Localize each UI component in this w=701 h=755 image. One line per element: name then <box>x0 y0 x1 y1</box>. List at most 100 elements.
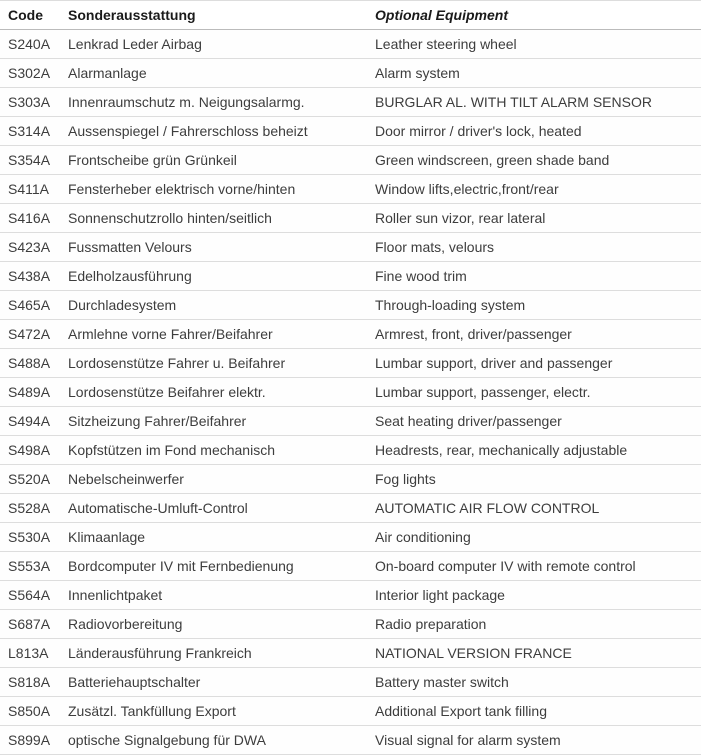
english-cell: Lumbar support, driver and passenger <box>367 348 701 378</box>
table-row: S240A Lenkrad Leder Airbag Leather steerin… <box>0 29 701 59</box>
english-cell: Door mirror / driver's lock, heated <box>367 116 701 146</box>
table-row: S498A Kopfstützen im Fond mechanisch Headr… <box>0 435 701 465</box>
table-row: S488A Lordosenstütze Fahrer u. Beifahrer L… <box>0 348 701 378</box>
german-cell: Bordcomputer IV mit Fernbedienung <box>60 551 367 581</box>
table-row: S302A Alarmanlage Alarm system <box>0 58 701 88</box>
table-row: S564A Innenlichtpaket Interior light packa… <box>0 580 701 610</box>
code-cell: S564A <box>0 580 60 610</box>
german-cell: Innenlichtpaket <box>60 580 367 610</box>
column-header-code: Code <box>0 0 60 30</box>
german-cell: Kopfstützen im Fond mechanisch <box>60 435 367 465</box>
german-cell: Lenkrad Leder Airbag <box>60 29 367 59</box>
table-body: S240A Lenkrad Leder Airbag Leather steerin… <box>0 29 701 755</box>
english-cell: Roller sun vizor, rear lateral <box>367 203 701 233</box>
code-cell: S488A <box>0 348 60 378</box>
english-cell: Leather steering wheel <box>367 29 701 59</box>
code-cell: S528A <box>0 493 60 523</box>
table-row: S520A Nebelscheinwerfer Fog lights <box>0 464 701 494</box>
english-cell: Battery master switch <box>367 667 701 697</box>
german-cell: Klimaanlage <box>60 522 367 552</box>
german-cell: Lordosenstütze Fahrer u. Beifahrer <box>60 348 367 378</box>
code-cell: S687A <box>0 609 60 639</box>
english-cell: Through-loading system <box>367 290 701 320</box>
code-cell: S438A <box>0 261 60 291</box>
table-row: S303A Innenraumschutz m. Neigungsalarmg. B… <box>0 87 701 117</box>
table-row: S553A Bordcomputer IV mit Fernbedienung On… <box>0 551 701 581</box>
english-cell: Window lifts,electric,front/rear <box>367 174 701 204</box>
code-cell: S416A <box>0 203 60 233</box>
code-cell: S465A <box>0 290 60 320</box>
table-row: S465A Durchladesystem Through-loading syst… <box>0 290 701 320</box>
german-cell: Batteriehauptschalter <box>60 667 367 697</box>
code-cell: S472A <box>0 319 60 349</box>
german-cell: Frontscheibe grün Grünkeil <box>60 145 367 175</box>
code-cell: S520A <box>0 464 60 494</box>
table-row: S314A Aussenspiegel / Fahrerschloss behei… <box>0 116 701 146</box>
table-row: L813A Länderausführung Frankreich NATIONAL… <box>0 638 701 668</box>
german-cell: Fensterheber elektrisch vorne/hinten <box>60 174 367 204</box>
code-cell: S354A <box>0 145 60 175</box>
table-row: S423A Fussmatten Velours Floor mats, velou… <box>0 232 701 262</box>
table-row: S850A Zusätzl. Tankfüllung Export Addition… <box>0 696 701 726</box>
code-cell: S240A <box>0 29 60 59</box>
german-cell: Innenraumschutz m. Neigungsalarmg. <box>60 87 367 117</box>
code-cell: S818A <box>0 667 60 697</box>
code-cell: S411A <box>0 174 60 204</box>
code-cell: S303A <box>0 87 60 117</box>
german-cell: Radiovorbereitung <box>60 609 367 639</box>
table-row: S818A Batteriehauptschalter Battery master… <box>0 667 701 697</box>
table-row: S530A Klimaanlage Air conditioning <box>0 522 701 552</box>
code-cell: S553A <box>0 551 60 581</box>
table-row: S494A Sitzheizung Fahrer/Beifahrer Seat he… <box>0 406 701 436</box>
english-cell: NATIONAL VERSION FRANCE <box>367 638 701 668</box>
table-row: S354A Frontscheibe grün Grünkeil Green win… <box>0 145 701 175</box>
code-cell: S899A <box>0 725 60 755</box>
code-cell: S850A <box>0 696 60 726</box>
english-cell: Air conditioning <box>367 522 701 552</box>
english-cell: Interior light package <box>367 580 701 610</box>
table-row: S687A Radiovorbereitung Radio preparation <box>0 609 701 639</box>
german-cell: Edelholzausführung <box>60 261 367 291</box>
english-cell: Radio preparation <box>367 609 701 639</box>
table-row: S411A Fensterheber elektrisch vorne/hinte… <box>0 174 701 204</box>
english-cell: Seat heating driver/passenger <box>367 406 701 436</box>
code-cell: S494A <box>0 406 60 436</box>
english-cell: Alarm system <box>367 58 701 88</box>
table-row: S472A Armlehne vorne Fahrer/Beifahrer Armr… <box>0 319 701 349</box>
english-cell: Additional Export tank filling <box>367 696 701 726</box>
english-cell: Lumbar support, passenger, electr. <box>367 377 701 407</box>
english-cell: Headrests, rear, mechanically adjustable <box>367 435 701 465</box>
english-cell: Visual signal for alarm system <box>367 725 701 755</box>
table-row: S528A Automatische-Umluft-Control AUTOMATI… <box>0 493 701 523</box>
code-cell: L813A <box>0 638 60 668</box>
german-cell: Fussmatten Velours <box>60 232 367 262</box>
code-cell: S498A <box>0 435 60 465</box>
german-cell: Sonnenschutzrollo hinten/seitlich <box>60 203 367 233</box>
english-cell: Armrest, front, driver/passenger <box>367 319 701 349</box>
code-cell: S530A <box>0 522 60 552</box>
german-cell: Sitzheizung Fahrer/Beifahrer <box>60 406 367 436</box>
column-header-sonderausstattung: Sonderausstattung <box>60 0 367 30</box>
english-cell: Floor mats, velours <box>367 232 701 262</box>
english-cell: Green windscreen, green shade band <box>367 145 701 175</box>
table-row: S899A optische Signalgebung für DWA Visual… <box>0 725 701 755</box>
column-header-optional-equipment: Optional Equipment <box>367 0 701 30</box>
table-header-row: Code Sonderausstattung Optional Equipmen… <box>0 0 701 30</box>
german-cell: Durchladesystem <box>60 290 367 320</box>
german-cell: Länderausführung Frankreich <box>60 638 367 668</box>
code-cell: S489A <box>0 377 60 407</box>
table-header: Code Sonderausstattung Optional Equipmen… <box>0 0 701 30</box>
german-cell: optische Signalgebung für DWA <box>60 725 367 755</box>
german-cell: Aussenspiegel / Fahrerschloss beheizt <box>60 116 367 146</box>
table-row: S489A Lordosenstütze Beifahrer elektr. Lum… <box>0 377 701 407</box>
german-cell: Armlehne vorne Fahrer/Beifahrer <box>60 319 367 349</box>
english-cell: Fog lights <box>367 464 701 494</box>
german-cell: Automatische-Umluft-Control <box>60 493 367 523</box>
table-row: S438A Edelholzausführung Fine wood trim <box>0 261 701 291</box>
german-cell: Nebelscheinwerfer <box>60 464 367 494</box>
table-row: S416A Sonnenschutzrollo hinten/seitlich Ro… <box>0 203 701 233</box>
code-cell: S302A <box>0 58 60 88</box>
english-cell: On-board computer IV with remote control <box>367 551 701 581</box>
